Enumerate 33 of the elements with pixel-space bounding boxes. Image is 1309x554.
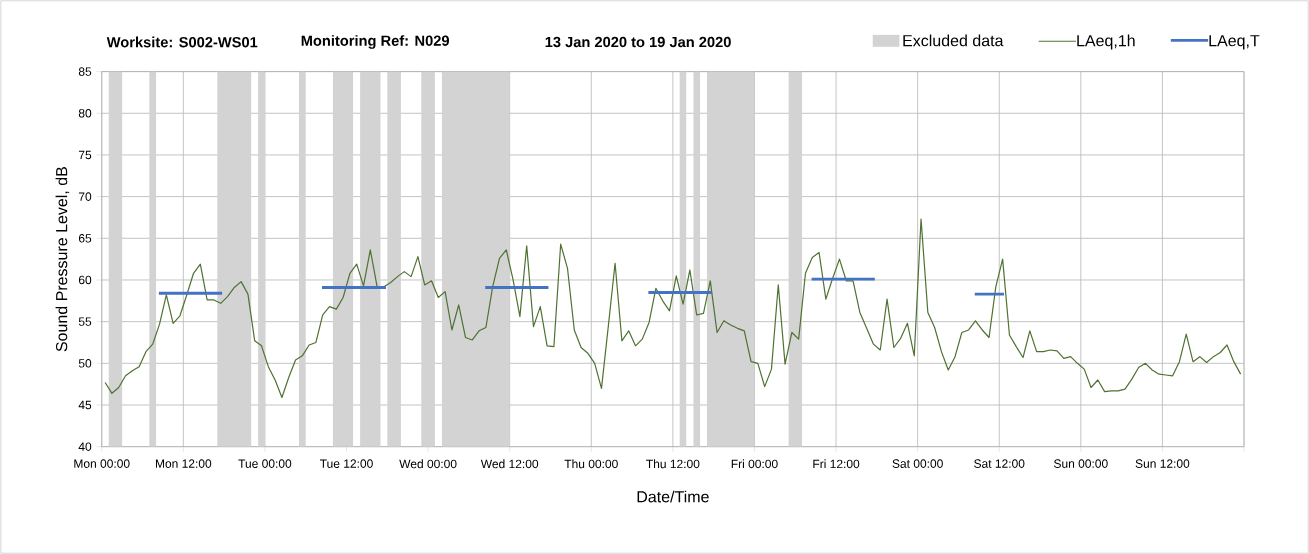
y-axis-title: Sound Pressure Level, dB [55, 167, 70, 352]
y-tick-label: 60 [78, 275, 92, 285]
text: 13 Jan 2020 to 19 Jan 2020 [545, 36, 731, 48]
y-tick-label: 75 [78, 150, 92, 160]
x-axis-title: Date/Time [637, 490, 709, 503]
x-tick-label: Sat 00:00 [892, 459, 943, 468]
x-tick-label: Sat 12:00 [974, 459, 1025, 468]
x-tick-label: Tue 12:00 [319, 459, 373, 468]
x-tick-label: Wed 00:00 [399, 459, 457, 469]
x-tick-label: Tue 00:00 [238, 459, 292, 468]
y-tick-label: 65 [78, 234, 92, 243]
x-tick-label: Wed 12:00 [480, 459, 539, 469]
x-tick-label: Thu 12:00 [646, 459, 700, 469]
x-tick-label: Mon 12:00 [155, 459, 212, 468]
legend-label: LAeq,T [1209, 35, 1260, 50]
x-tick-label: Thu 00:00 [564, 459, 618, 469]
line-series [104, 218, 1242, 399]
x-tick-label: Fri 00:00 [731, 459, 778, 469]
x-tick-label: Fri 12:00 [813, 459, 860, 469]
y-tick-label: 50 [78, 359, 92, 368]
chart-subtitle: Monitoring Ref: N029 [301, 35, 450, 49]
y-tick-label: 45 [78, 400, 92, 410]
x-tick-label: Mon 00:00 [74, 459, 130, 468]
y-tick-label: 55 [78, 317, 92, 326]
chart-title: Worksite: S002-WS01 [106, 36, 258, 48]
legend-label: LAeq,1h [1077, 34, 1135, 50]
x-tick-label: Sun 00:00 [1054, 459, 1108, 468]
x-tick-label: Sun 12:00 [1135, 459, 1190, 468]
y-tick-label: 70 [78, 192, 92, 201]
legend-label: Excluded data [903, 34, 1004, 47]
y-tick-label: 40 [78, 442, 92, 451]
y-tick-label: 80 [78, 109, 92, 118]
y-tick-label: 85 [78, 67, 92, 76]
